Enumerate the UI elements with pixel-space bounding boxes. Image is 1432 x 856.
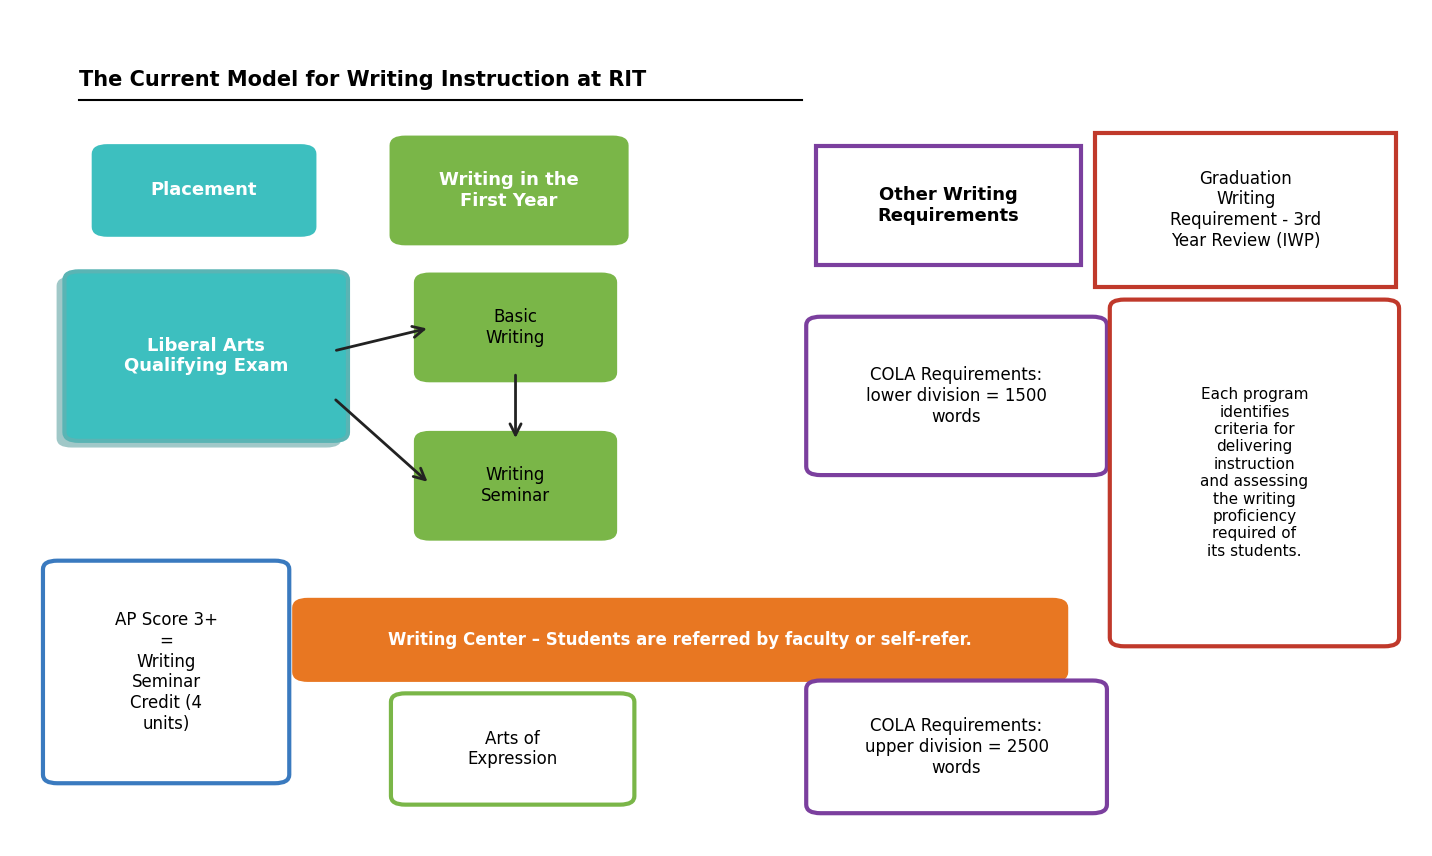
FancyBboxPatch shape xyxy=(806,681,1107,813)
Text: Writing in the
First Year: Writing in the First Year xyxy=(440,171,579,210)
Text: Each program
identifies
criteria for
delivering
instruction
and assessing
the wr: Each program identifies criteria for del… xyxy=(1200,387,1309,559)
Text: Liberal Arts
Qualifying Exam: Liberal Arts Qualifying Exam xyxy=(125,336,288,376)
FancyBboxPatch shape xyxy=(391,137,627,244)
FancyBboxPatch shape xyxy=(43,561,289,783)
FancyBboxPatch shape xyxy=(57,277,341,447)
FancyBboxPatch shape xyxy=(806,317,1107,475)
FancyBboxPatch shape xyxy=(415,274,616,381)
Text: COLA Requirements:
lower division = 1500
words: COLA Requirements: lower division = 1500… xyxy=(866,366,1047,425)
Text: Placement: Placement xyxy=(150,181,258,199)
FancyBboxPatch shape xyxy=(415,432,616,539)
Text: Writing
Seminar: Writing Seminar xyxy=(481,467,550,505)
FancyBboxPatch shape xyxy=(816,146,1081,265)
FancyBboxPatch shape xyxy=(391,693,634,805)
FancyBboxPatch shape xyxy=(1110,300,1399,646)
Text: The Current Model for Writing Instruction at RIT: The Current Model for Writing Instructio… xyxy=(79,70,646,90)
Text: Basic
Writing: Basic Writing xyxy=(485,308,546,347)
Text: COLA Requirements:
upper division = 2500
words: COLA Requirements: upper division = 2500… xyxy=(865,717,1048,776)
Text: AP Score 3+
=
Writing
Seminar
Credit (4
units): AP Score 3+ = Writing Seminar Credit (4 … xyxy=(115,611,218,733)
FancyBboxPatch shape xyxy=(294,599,1067,681)
Text: Other Writing
Requirements: Other Writing Requirements xyxy=(878,186,1020,225)
Text: Arts of
Expression: Arts of Expression xyxy=(467,729,558,769)
FancyBboxPatch shape xyxy=(64,271,348,441)
FancyBboxPatch shape xyxy=(1095,133,1396,287)
Text: Writing Center – Students are referred by faculty or self-refer.: Writing Center – Students are referred b… xyxy=(388,631,972,649)
Text: Graduation
Writing
Requirement - 3rd
Year Review (IWP): Graduation Writing Requirement - 3rd Yea… xyxy=(1170,169,1322,250)
FancyBboxPatch shape xyxy=(93,146,315,235)
